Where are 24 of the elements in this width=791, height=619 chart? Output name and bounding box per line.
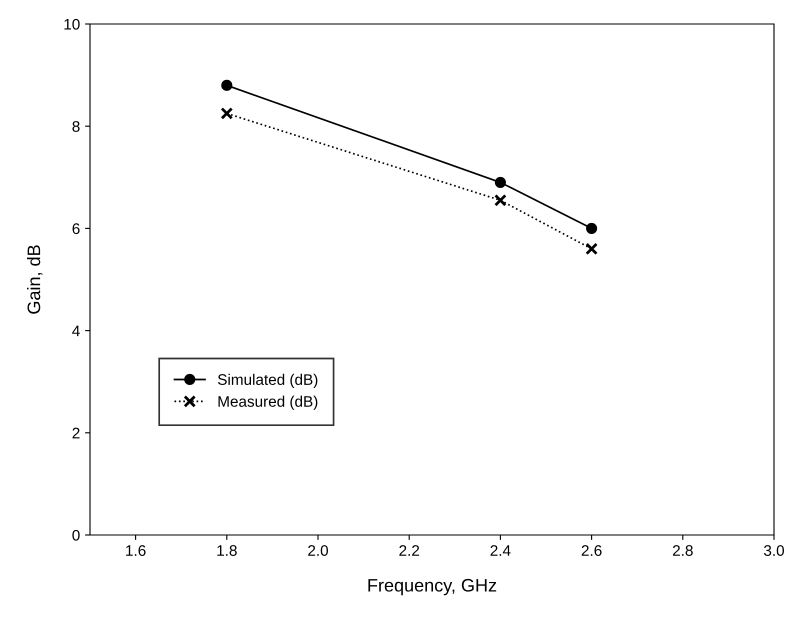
point (494, 176, 506, 188)
point (220, 107, 234, 120)
x-axis-title: Frequency, GHz (368, 578, 496, 596)
x-tick-label: 2.2 (399, 545, 420, 556)
x-tick-label: 3.0 (764, 545, 784, 556)
legend-label: Measured (dB) (218, 396, 318, 410)
y-tick-label: 10 (64, 18, 80, 30)
point (585, 242, 598, 256)
x-tick-label: 2.8 (672, 545, 693, 556)
x-tick-label: 1.6 (126, 545, 146, 556)
point (494, 194, 507, 207)
y-axis-title: Gain, dB (27, 245, 42, 314)
x-tick-label: 2.6 (582, 545, 602, 556)
y-tick-label: 0 (72, 530, 80, 541)
point (586, 222, 598, 234)
x-tick-label: 2.4 (490, 545, 511, 556)
x-tick-label: 2.0 (308, 545, 328, 556)
point (221, 80, 232, 91)
x-tick-label: 1.8 (217, 545, 237, 556)
y-tick-label: 4 (72, 326, 80, 336)
y-tick-label: 8 (72, 121, 80, 132)
legend-label: Simulated (dB) (218, 374, 318, 388)
y-tick-label: 2 (72, 428, 80, 438)
y-tick-label: 6 (72, 223, 80, 234)
